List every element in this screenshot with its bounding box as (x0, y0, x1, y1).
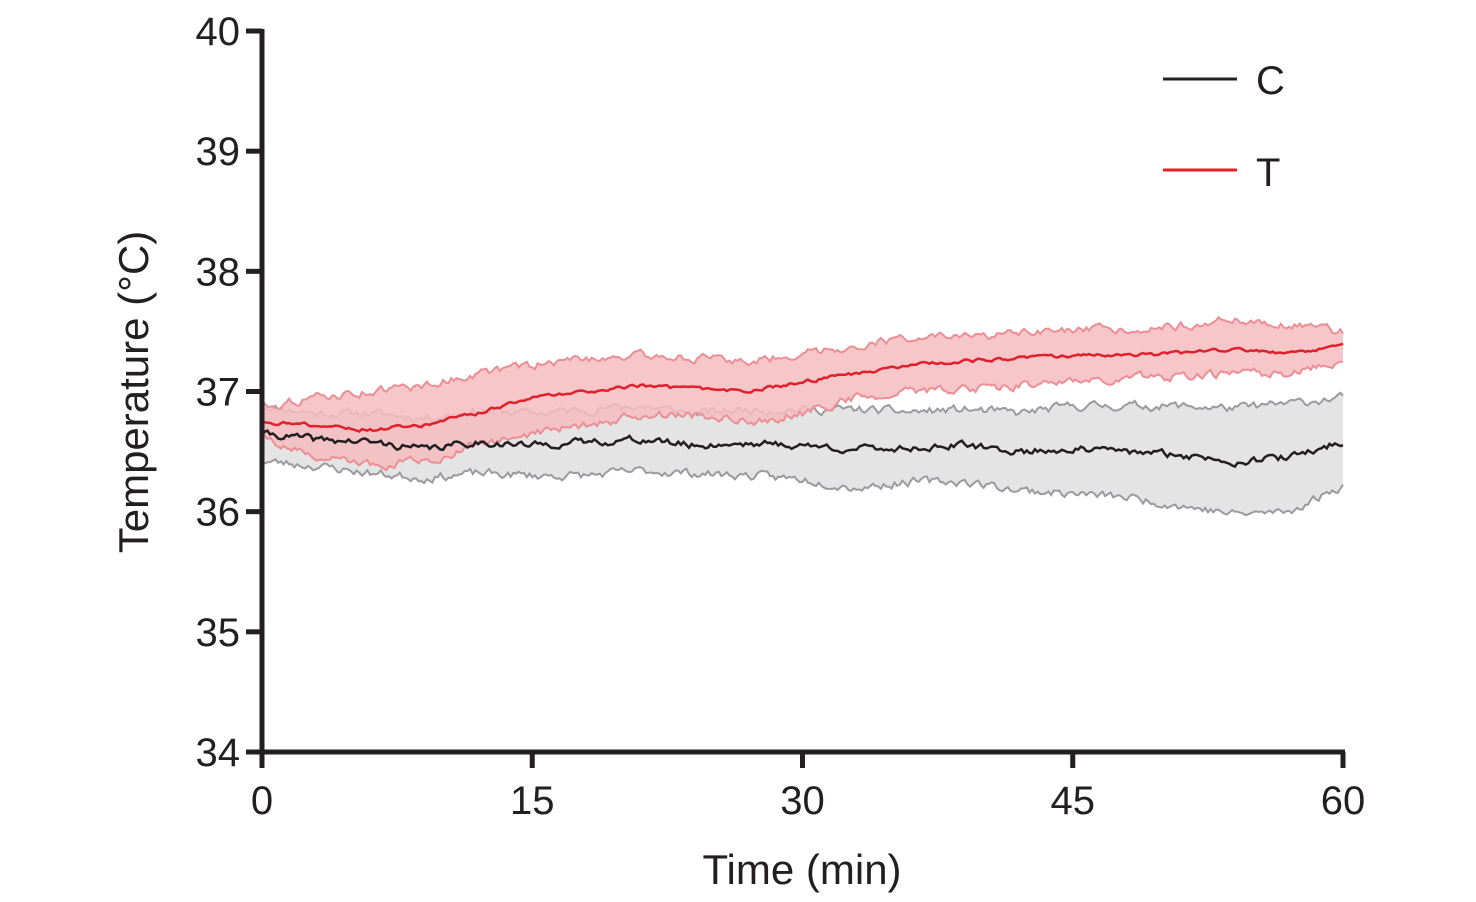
x-tick-label: 60 (1321, 779, 1366, 823)
confidence-bands (261, 315, 1344, 517)
band-upper-t (261, 315, 1344, 410)
x-tick-label: 30 (780, 779, 825, 823)
legend: C T (1163, 59, 1285, 195)
band-lower-t (261, 360, 1343, 472)
x-axis-title: Time (min) (702, 846, 901, 893)
legend-label-t: T (1256, 151, 1280, 195)
y-tick-label: 34 (196, 731, 241, 775)
y-tick-label: 40 (196, 10, 241, 54)
series-line-c (261, 429, 1344, 469)
axes (246, 28, 1346, 768)
y-tick-label: 35 (196, 611, 241, 655)
x-tick-label: 15 (510, 779, 555, 823)
y-tick-label: 39 (196, 130, 241, 174)
x-tick-label: 0 (251, 779, 273, 823)
y-tick-label: 37 (196, 371, 241, 415)
series-lines (261, 342, 1344, 469)
band-lower-c (261, 458, 1344, 517)
tick-labels: 34 35 36 37 38 39 40 0 15 30 45 60 (196, 10, 1366, 823)
y-tick-label: 36 (196, 491, 241, 535)
x-tick-label: 45 (1051, 779, 1096, 823)
y-tick-label: 38 (196, 250, 241, 294)
y-axis-title: Temperature (°C) (110, 231, 157, 554)
legend-label-c: C (1256, 59, 1285, 103)
series-line-t (262, 342, 1344, 433)
